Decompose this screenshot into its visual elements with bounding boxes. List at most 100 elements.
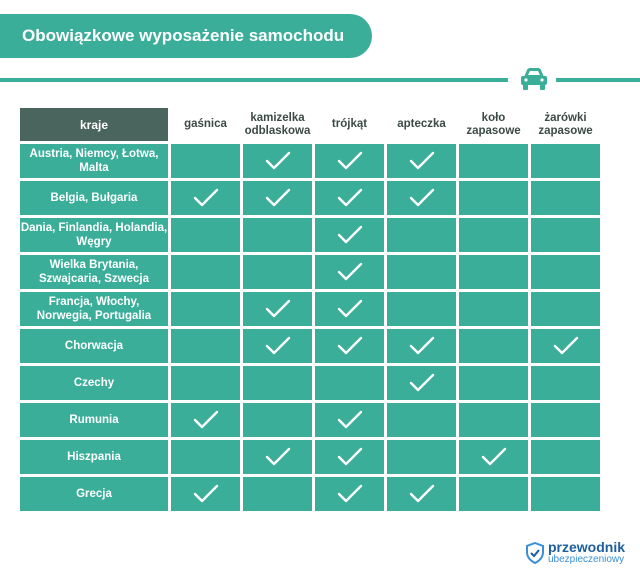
column-header: koło zapasowe: [459, 108, 528, 141]
table-cell: [243, 477, 312, 511]
country-cell: Austria, Niemcy, Łotwa, Malta: [20, 144, 168, 178]
country-cell: Hiszpania: [20, 440, 168, 474]
table-cell: [459, 403, 528, 437]
checkmark-icon: [387, 373, 456, 393]
table-cell: [387, 403, 456, 437]
table-row: Rumunia: [20, 403, 600, 437]
checkmark-icon: [315, 336, 384, 356]
shield-icon: [526, 541, 544, 564]
checkmark-icon: [315, 410, 384, 430]
car-icon: [518, 66, 550, 92]
table-cell: [315, 144, 384, 178]
table-cell: [171, 181, 240, 215]
country-cell: Belgia, Bułgaria: [20, 181, 168, 215]
table-cell: [387, 181, 456, 215]
table-cell: [243, 440, 312, 474]
country-cell: Grecja: [20, 477, 168, 511]
brand-logo: przewodnik ubezpieczeniowy: [526, 540, 625, 565]
table-cell: [171, 477, 240, 511]
table-cell: [315, 255, 384, 289]
table-row: Wielka Brytania, Szwajcaria, Szwecja: [20, 255, 600, 289]
table-cell: [387, 255, 456, 289]
checkmark-icon: [243, 447, 312, 467]
table-cell: [459, 440, 528, 474]
column-header: apteczka: [387, 108, 456, 141]
table-cell: [243, 255, 312, 289]
table-cell: [171, 292, 240, 326]
table-cell: [387, 329, 456, 363]
checkmark-icon: [531, 336, 600, 356]
table-cell: [459, 292, 528, 326]
table-cell: [387, 366, 456, 400]
divider-left: [0, 78, 508, 82]
column-header-countries: kraje: [20, 108, 168, 141]
checkmark-icon: [315, 262, 384, 282]
table-cell: [243, 181, 312, 215]
table-cell: [531, 255, 600, 289]
table-cell: [531, 440, 600, 474]
table-cell: [459, 255, 528, 289]
table-cell: [315, 366, 384, 400]
checkmark-icon: [315, 188, 384, 208]
table-row: Dania, Finlandia, Holandia, Węgry: [20, 218, 600, 252]
table-row: Grecja: [20, 477, 600, 511]
divider-right: [556, 78, 640, 82]
table-cell: [531, 218, 600, 252]
table-cell: [243, 403, 312, 437]
equipment-table: kraje gaśnica kamizelka odblaskowa trójkąt…: [17, 105, 603, 514]
table-cell: [459, 329, 528, 363]
table-cell: [171, 144, 240, 178]
table-cell: [243, 366, 312, 400]
table-row: Czechy: [20, 366, 600, 400]
table-cell: [531, 329, 600, 363]
country-cell: Dania, Finlandia, Holandia, Węgry: [20, 218, 168, 252]
table-cell: [531, 403, 600, 437]
table-cell: [171, 255, 240, 289]
table-row: Hiszpania: [20, 440, 600, 474]
checkmark-icon: [315, 225, 384, 245]
checkmark-icon: [171, 410, 240, 430]
table-cell: [315, 218, 384, 252]
table-header-row: kraje gaśnica kamizelka odblaskowa trójkąt…: [20, 108, 600, 141]
table-cell: [315, 329, 384, 363]
table-cell: [459, 366, 528, 400]
table-cell: [243, 144, 312, 178]
country-cell: Chorwacja: [20, 329, 168, 363]
table-cell: [531, 366, 600, 400]
table-cell: [387, 477, 456, 511]
table-cell: [387, 218, 456, 252]
table-cell: [531, 144, 600, 178]
country-cell: Francja, Włochy, Norwegia, Portugalia: [20, 292, 168, 326]
table-cell: [387, 144, 456, 178]
table-cell: [387, 292, 456, 326]
page-title-banner: Obowiązkowe wyposażenie samochodu: [0, 14, 372, 58]
table-row: Belgia, Bułgaria: [20, 181, 600, 215]
table-cell: [171, 403, 240, 437]
table-row: Chorwacja: [20, 329, 600, 363]
checkmark-icon: [315, 484, 384, 504]
table-cell: [531, 292, 600, 326]
checkmark-icon: [243, 336, 312, 356]
checkmark-icon: [387, 188, 456, 208]
table-cell: [171, 329, 240, 363]
table-cell: [459, 218, 528, 252]
logo-line2: ubezpieczeniowy: [548, 554, 625, 565]
table-cell: [243, 292, 312, 326]
table-cell: [387, 440, 456, 474]
table-cell: [459, 477, 528, 511]
page-title: Obowiązkowe wyposażenie samochodu: [22, 26, 345, 45]
logo-line1: przewodnik: [548, 539, 626, 555]
country-cell: Wielka Brytania, Szwajcaria, Szwecja: [20, 255, 168, 289]
table-row: Francja, Włochy, Norwegia, Portugalia: [20, 292, 600, 326]
checkmark-icon: [243, 299, 312, 319]
checkmark-icon: [315, 151, 384, 171]
table-cell: [243, 329, 312, 363]
column-header: kamizelka odblaskowa: [243, 108, 312, 141]
checkmark-icon: [243, 188, 312, 208]
country-cell: Czechy: [20, 366, 168, 400]
checkmark-icon: [171, 484, 240, 504]
checkmark-icon: [243, 151, 312, 171]
table-cell: [315, 440, 384, 474]
table-cell: [315, 477, 384, 511]
table-cell: [459, 181, 528, 215]
